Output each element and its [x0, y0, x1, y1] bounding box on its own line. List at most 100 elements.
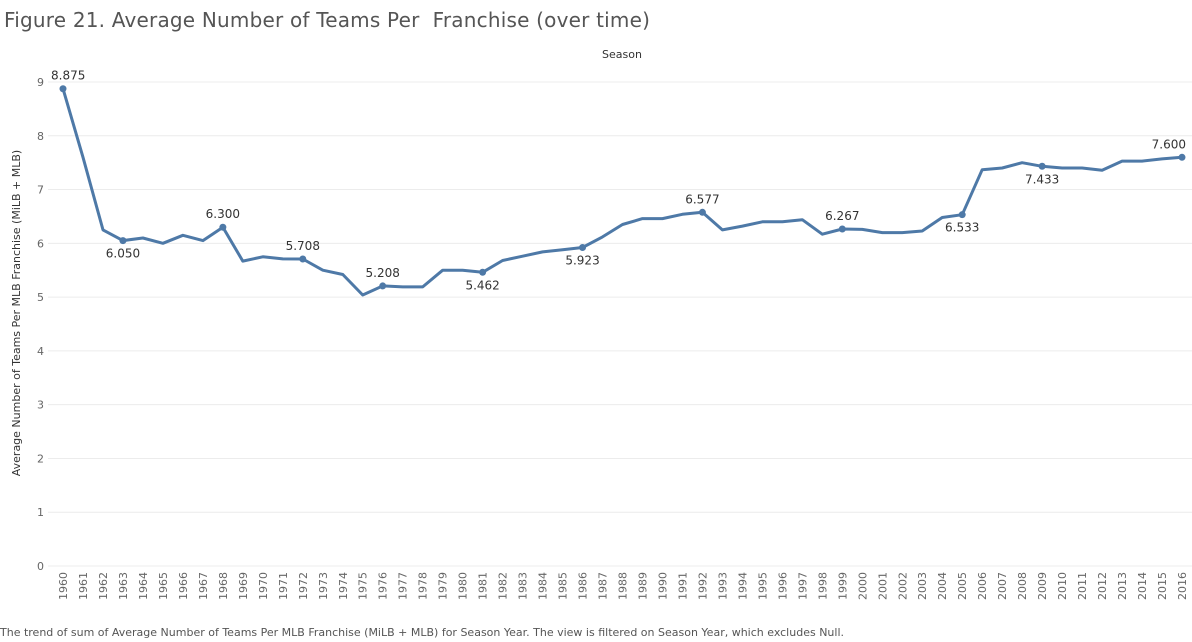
column-header: Season [602, 48, 642, 61]
x-tick-label: 1981 [477, 572, 490, 600]
x-tick-label: 1991 [676, 572, 689, 600]
data-labels: 8.875 6.050 6.300 5.708 5.208 5.462 5.923 6.577… [51, 69, 1186, 293]
x-tick-label: 1996 [776, 572, 789, 600]
x-tick-label: 1971 [277, 572, 290, 600]
data-label: 5.462 [465, 278, 499, 292]
x-tick-label: 1988 [617, 572, 630, 600]
data-point-marker[interactable] [219, 223, 227, 231]
y-tick-label: 1 [37, 506, 44, 519]
x-tick-label: 1975 [357, 572, 370, 600]
data-point-marker[interactable] [1038, 162, 1046, 170]
x-tick-label: 1994 [736, 572, 749, 600]
x-tick-label: 2000 [856, 572, 869, 600]
x-tick-label: 1969 [237, 572, 250, 600]
x-tick-label: 1993 [716, 572, 729, 600]
x-axis-ticks: 1960 1961 1962 1963 1964 1965 1966 1967 1968 1969… [57, 572, 1189, 600]
x-tick-label: 2010 [1056, 572, 1069, 600]
x-tick-label: 1963 [117, 572, 130, 600]
chart-title: Figure 21. Average Number of Teams Per F… [4, 8, 651, 32]
data-point-marker[interactable] [59, 85, 67, 93]
x-tick-label: 1961 [77, 572, 90, 600]
x-tick-label: 1990 [656, 572, 669, 600]
data-label: 6.533 [945, 221, 979, 235]
data-label: 8.875 [51, 69, 85, 83]
chart-caption: The trend of sum of Average Number of Te… [0, 626, 844, 639]
x-tick-label: 1989 [636, 572, 649, 600]
data-point-marker[interactable] [119, 237, 127, 245]
x-tick-label: 1973 [317, 572, 330, 600]
x-tick-label: 2001 [876, 572, 889, 600]
x-tick-label: 1999 [836, 572, 849, 600]
x-tick-label: 1992 [696, 572, 709, 600]
series-line [61, 87, 1184, 297]
data-point-marker[interactable] [299, 255, 307, 263]
x-tick-label: 1979 [437, 572, 450, 600]
y-tick-label: 8 [37, 130, 44, 143]
data-label: 5.208 [366, 266, 400, 280]
data-point-marker[interactable] [1178, 153, 1186, 161]
y-tick-label: 4 [37, 345, 44, 358]
x-tick-label: 1978 [417, 572, 430, 600]
series-layer [59, 85, 1186, 297]
x-tick-label: 1987 [597, 572, 610, 600]
y-tick-label: 7 [37, 184, 44, 197]
x-tick-label: 2015 [1156, 572, 1169, 600]
x-tick-label: 2009 [1036, 572, 1049, 600]
data-point-marker[interactable] [958, 211, 966, 219]
x-tick-label: 1983 [517, 572, 530, 600]
x-tick-label: 1976 [377, 572, 390, 600]
x-tick-label: 2008 [1016, 572, 1029, 600]
x-tick-label: 2011 [1076, 572, 1089, 600]
y-tick-label: 6 [37, 237, 44, 250]
data-label: 5.923 [565, 253, 599, 267]
x-tick-label: 1972 [297, 572, 310, 600]
x-tick-label: 1964 [137, 572, 150, 600]
data-point-marker[interactable] [838, 225, 846, 233]
y-tick-label: 3 [37, 399, 44, 412]
x-tick-label: 1998 [816, 572, 829, 600]
y-tick-label: 0 [37, 560, 44, 573]
x-tick-label: 1980 [457, 572, 470, 600]
x-tick-label: 1960 [57, 572, 70, 600]
x-tick-label: 2004 [936, 572, 949, 600]
x-tick-label: 1995 [756, 572, 769, 600]
x-tick-label: 2012 [1096, 572, 1109, 600]
x-tick-label: 2016 [1176, 572, 1189, 600]
data-label: 7.600 [1152, 137, 1186, 151]
y-tick-label: 2 [37, 452, 44, 465]
data-label: 6.267 [825, 209, 859, 223]
y-axis-label: Average Number of Teams Per MLB Franchis… [10, 150, 23, 476]
data-point-marker[interactable] [698, 208, 706, 216]
x-tick-label: 1985 [557, 572, 570, 600]
y-tick-label: 9 [37, 76, 44, 89]
y-axis-ticks: 0 1 2 3 4 5 6 7 8 9 [37, 76, 44, 573]
x-tick-label: 1997 [796, 572, 809, 600]
x-tick-label: 1962 [97, 572, 110, 600]
data-label: 6.300 [206, 207, 240, 221]
data-label: 7.433 [1025, 172, 1059, 186]
x-tick-label: 1968 [217, 572, 230, 600]
x-tick-label: 1966 [177, 572, 190, 600]
data-label: 5.708 [286, 239, 320, 253]
x-tick-label: 2002 [896, 572, 909, 600]
x-tick-label: 2006 [976, 572, 989, 600]
x-tick-label: 2007 [996, 572, 1009, 600]
x-tick-label: 1967 [197, 572, 210, 600]
gridlines [48, 81, 1192, 567]
x-tick-label: 2014 [1136, 572, 1149, 600]
x-tick-label: 2003 [916, 572, 929, 600]
x-tick-label: 1970 [257, 572, 270, 600]
x-tick-label: 1977 [397, 572, 410, 600]
x-tick-label: 1965 [157, 572, 170, 600]
data-label: 6.577 [685, 192, 719, 206]
data-point-marker[interactable] [579, 243, 587, 251]
x-tick-label: 1974 [337, 572, 350, 600]
x-tick-label: 1982 [497, 572, 510, 600]
data-point-marker[interactable] [379, 282, 387, 290]
data-label: 6.050 [106, 247, 140, 261]
x-tick-label: 2005 [956, 572, 969, 600]
x-tick-label: 1984 [537, 572, 550, 600]
data-point-marker[interactable] [479, 268, 487, 276]
x-tick-label: 1986 [577, 572, 590, 600]
